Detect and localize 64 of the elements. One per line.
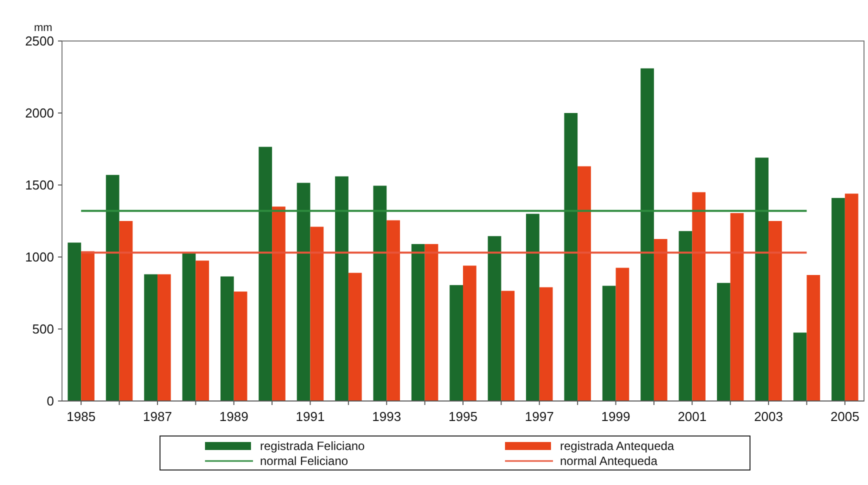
- y-tick-label: 2000: [25, 106, 54, 121]
- bar: [602, 286, 616, 401]
- x-tick-label: 1991: [296, 409, 325, 424]
- y-tick-label: 1500: [25, 178, 54, 193]
- bar: [716, 282, 730, 401]
- bar: [81, 251, 94, 401]
- x-tick-label: 1987: [143, 409, 172, 424]
- y-tick-label: 1000: [25, 250, 54, 265]
- bar: [730, 213, 744, 401]
- y-tick-label: 500: [32, 322, 54, 337]
- bar: [335, 176, 348, 401]
- bar: [348, 272, 362, 401]
- bar: [692, 192, 706, 401]
- x-tick-label: 1989: [219, 409, 248, 424]
- bar: [539, 287, 553, 401]
- legend-label: normal Antequeda: [560, 454, 658, 468]
- bar: [832, 198, 845, 401]
- bar: [220, 276, 234, 401]
- bar: [144, 274, 158, 401]
- bar: [450, 285, 463, 401]
- legend-label: registrada Feliciano: [260, 439, 366, 454]
- legend-label: registrada Antequeda: [560, 439, 674, 454]
- bar: [578, 166, 591, 401]
- x-tick-label: 1995: [448, 409, 478, 424]
- bar: [678, 231, 692, 401]
- bar: [182, 252, 196, 401]
- bar: [424, 244, 438, 401]
- bar: [463, 266, 476, 401]
- bar: [501, 290, 515, 401]
- bar: [806, 275, 820, 401]
- x-tick-label: 2003: [754, 409, 783, 424]
- bar: [768, 221, 782, 401]
- bar: [68, 242, 82, 401]
- bar: [272, 206, 286, 401]
- bar: [411, 244, 425, 401]
- bar: [119, 221, 133, 401]
- bar: [616, 268, 630, 401]
- x-tick-label: 2005: [830, 409, 860, 424]
- x-tick-label: 1997: [524, 409, 554, 424]
- bar: [296, 182, 310, 401]
- bar: [488, 236, 502, 401]
- bar: [106, 174, 120, 401]
- x-tick-label: 1985: [66, 409, 96, 424]
- bar: [526, 214, 540, 401]
- x-tick-label: 2001: [678, 409, 707, 424]
- y-tick-label: 2500: [25, 34, 54, 49]
- legend-label: normal Feliciano: [260, 454, 348, 468]
- y-axis-title: mm: [34, 22, 52, 34]
- x-tick-label: 1999: [601, 409, 630, 424]
- bar: [844, 194, 858, 401]
- bar: [234, 292, 248, 401]
- bar: [755, 158, 769, 401]
- bar: [654, 239, 668, 401]
- bar: [793, 332, 807, 401]
- bar: [258, 146, 272, 401]
- y-tick-label: 0: [46, 394, 54, 409]
- bar: [157, 274, 171, 401]
- bar: [196, 260, 210, 401]
- bar: [640, 68, 654, 401]
- bar: [564, 113, 578, 401]
- bar: [310, 226, 324, 401]
- bar: [373, 186, 387, 401]
- bar: [386, 220, 400, 401]
- x-tick-label: 1993: [372, 409, 402, 424]
